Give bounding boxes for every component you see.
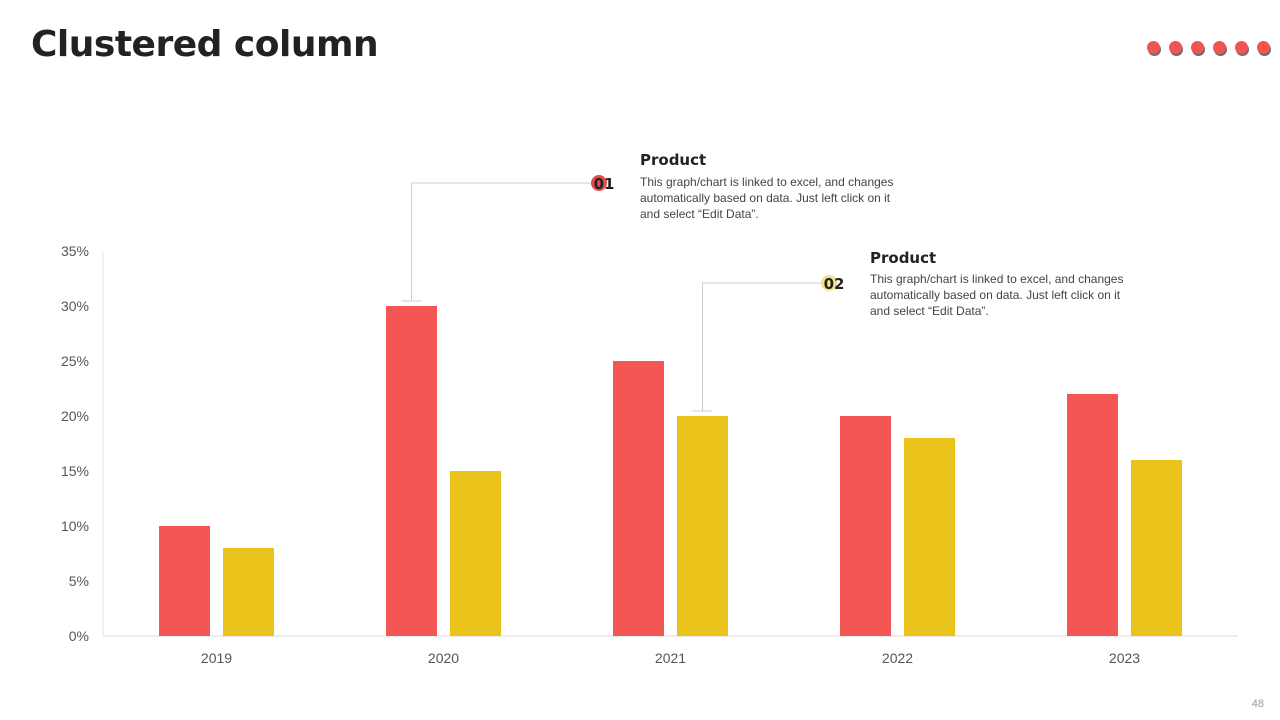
callout-1-connector — [411, 182, 591, 301]
callout-2-marker-icon — [821, 275, 837, 291]
bar-series-1-2023 — [1067, 394, 1118, 636]
dot-icon — [1257, 41, 1270, 54]
x-tick-label: 2019 — [201, 650, 232, 666]
x-tick-label: 2022 — [882, 650, 913, 666]
page-number: 48 — [1251, 698, 1264, 710]
bar-series-2-2022 — [904, 438, 955, 636]
dot-icon — [1191, 41, 1204, 54]
callout-1-text: This graph/chart is linked to excel, and… — [640, 175, 894, 221]
dot-icon — [1213, 41, 1226, 54]
callout-1-number: 01 — [594, 175, 615, 193]
y-tick-label: 0% — [69, 628, 89, 644]
y-tick-label: 30% — [61, 298, 89, 314]
callout-1-heading: Product — [640, 151, 707, 169]
dot-icon — [1169, 41, 1182, 54]
bar-series-2-2023 — [1131, 460, 1182, 636]
bar-series-2-2020 — [450, 471, 501, 636]
bar-series-1-2019 — [159, 526, 210, 636]
y-tick-label: 20% — [61, 408, 89, 424]
decorative-dots — [1147, 41, 1270, 54]
x-tick-label: 2020 — [428, 650, 459, 666]
y-tick-label: 15% — [61, 463, 89, 479]
callout-1-marker-icon — [591, 175, 607, 191]
bar-series-2-2021 — [677, 416, 728, 636]
x-tick-label: 2023 — [1109, 650, 1140, 666]
callout-2-number: 02 — [824, 275, 845, 293]
bar-series-1-2021 — [613, 361, 664, 636]
callout-2-connector — [702, 282, 821, 411]
callout-2-text: This graph/chart is linked to excel, and… — [870, 272, 1124, 318]
x-tick-label: 2021 — [655, 650, 686, 666]
slide-title: Clustered column — [31, 24, 379, 65]
y-tick-label: 35% — [61, 243, 89, 259]
callout-2-heading: Product — [870, 249, 937, 267]
dot-icon — [1147, 41, 1160, 54]
y-tick-label: 10% — [61, 518, 89, 534]
y-tick-label: 5% — [69, 573, 89, 589]
bar-series-1-2020 — [386, 306, 437, 636]
dot-icon — [1235, 41, 1248, 54]
y-tick-label: 25% — [61, 353, 89, 369]
bar-series-1-2022 — [840, 416, 891, 636]
bar-series-2-2019 — [223, 548, 274, 636]
